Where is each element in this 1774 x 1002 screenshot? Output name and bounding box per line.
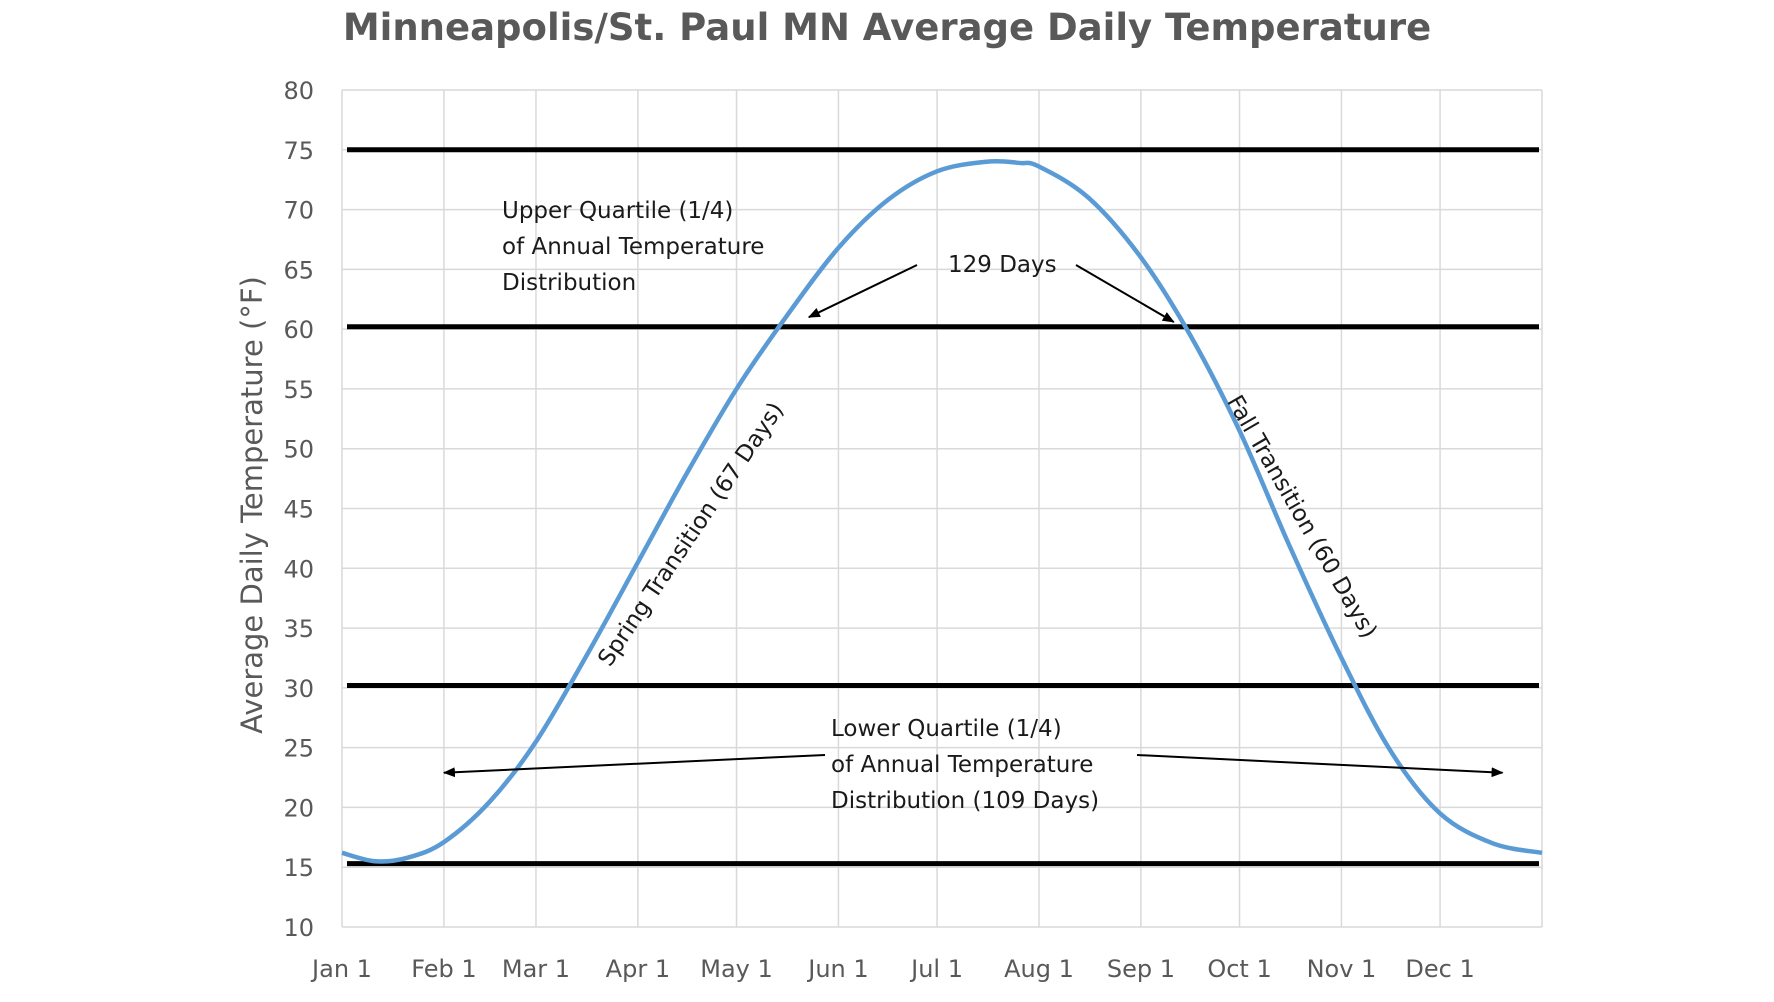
upper-quartile-line-3: Distribution <box>502 270 636 296</box>
y-tick-10: 10 <box>283 914 314 942</box>
x-tick-1: Feb 1 <box>411 955 476 983</box>
y-tick-55: 55 <box>283 376 314 404</box>
chart-title: Minneapolis/St. Paul MN Average Daily Te… <box>343 6 1431 49</box>
x-tick-5: Jun 1 <box>806 955 868 983</box>
y-tick-30: 30 <box>283 675 314 703</box>
lower-quartile-left-arrow <box>442 754 826 778</box>
x-tick-7: Aug 1 <box>1004 955 1074 983</box>
x-tick-4: May 1 <box>700 955 773 983</box>
days-129-right-arrow <box>1075 264 1175 323</box>
x-tick-11: Dec 1 <box>1405 955 1474 983</box>
x-tick-3: Apr 1 <box>606 955 670 983</box>
x-tick-10: Nov 1 <box>1307 955 1377 983</box>
series-line-0 <box>341 158 1543 864</box>
lower-quartile-line-1: Lower Quartile (1/4) <box>831 716 1062 742</box>
x-tick-2: Mar 1 <box>502 955 570 983</box>
series-layer <box>341 158 1543 864</box>
quartile-lines <box>347 147 1539 867</box>
days-129-left-arrow <box>807 264 918 319</box>
y-tick-65: 65 <box>283 256 314 284</box>
upper-quartile-line-2: of Annual Temperature <box>502 234 764 260</box>
y-tick-75: 75 <box>283 137 314 165</box>
y-tick-20: 20 <box>283 794 314 822</box>
x-tick-9: Oct 1 <box>1207 955 1271 983</box>
y-tick-60: 60 <box>283 316 314 344</box>
lower-quartile-line-3: Distribution (109 Days) <box>831 788 1099 814</box>
lower-quartile-line-2: of Annual Temperature <box>831 752 1093 778</box>
x-axis-ticks: Jan 1 Feb 1 Mar 1 Apr 1 May 1 Jun 1 Jul 1 Aug 1… <box>310 955 1475 983</box>
y-tick-25: 25 <box>283 735 314 763</box>
days-129-label: 129 Days <box>948 252 1057 278</box>
y-tick-35: 35 <box>283 615 314 643</box>
x-tick-6: Jul 1 <box>909 955 963 983</box>
upper-quartile-line-1: Upper Quartile (1/4) <box>502 198 733 224</box>
y-tick-40: 40 <box>283 555 314 583</box>
y-tick-70: 70 <box>283 197 314 225</box>
x-tick-8: Sep 1 <box>1107 955 1175 983</box>
y-axis-ticks: 10 15 20 25 30 35 40 45 50 55 60 65 70 75 80 <box>283 77 314 942</box>
y-tick-80: 80 <box>283 77 314 105</box>
y-tick-45: 45 <box>283 496 314 524</box>
lower-quartile-right-arrow <box>1136 754 1504 778</box>
y-tick-50: 50 <box>283 436 314 464</box>
y-tick-15: 15 <box>283 854 314 882</box>
y-axis-label: Average Daily Temperature (°F) <box>235 276 269 734</box>
x-tick-0: Jan 1 <box>310 955 372 983</box>
